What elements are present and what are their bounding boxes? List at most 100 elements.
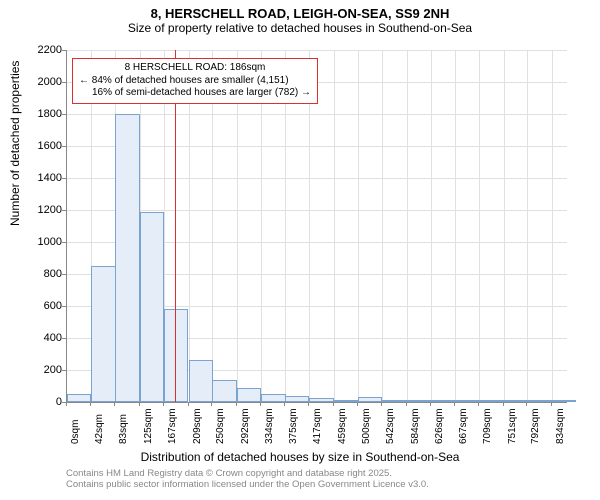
y-tick-mark xyxy=(62,178,66,179)
histogram-bar xyxy=(140,212,164,402)
footer-line-2: Contains public sector information licen… xyxy=(66,479,429,490)
x-tick-label: 709sqm xyxy=(482,408,493,444)
x-tick-label: 834sqm xyxy=(555,408,566,444)
x-axis-label: Distribution of detached houses by size … xyxy=(0,450,600,464)
x-tick-mark xyxy=(454,402,455,406)
y-tick-label: 1400 xyxy=(22,172,62,184)
histogram-bar xyxy=(527,400,551,402)
x-tick-label: 459sqm xyxy=(337,408,348,444)
y-tick-mark xyxy=(62,210,66,211)
annotation-line-2: ← 84% of detached houses are smaller (4,… xyxy=(79,75,311,88)
y-tick-mark xyxy=(62,114,66,115)
annotation-box: 8 HERSCHELL ROAD: 186sqm← 84% of detache… xyxy=(72,58,318,104)
x-tick-label: 375sqm xyxy=(288,408,299,444)
y-tick-mark xyxy=(62,50,66,51)
y-tick-label: 200 xyxy=(22,364,62,376)
x-tick-label: 209sqm xyxy=(192,408,203,444)
footer-attribution: Contains HM Land Registry data © Crown c… xyxy=(66,468,429,491)
gridline-vertical xyxy=(431,50,432,402)
y-tick-label: 1600 xyxy=(22,140,62,152)
x-tick-label: 500sqm xyxy=(361,408,372,444)
chart-title: 8, HERSCHELL ROAD, LEIGH-ON-SEA, SS9 2NH xyxy=(0,0,600,21)
x-tick-mark xyxy=(236,402,237,406)
y-tick-label: 2200 xyxy=(22,44,62,56)
histogram-bar xyxy=(334,400,358,402)
y-tick-mark xyxy=(62,82,66,83)
histogram-bar xyxy=(407,400,431,402)
y-tick-label: 1800 xyxy=(22,108,62,120)
x-tick-mark xyxy=(381,402,382,406)
histogram-bar xyxy=(552,400,576,402)
histogram-bar xyxy=(358,397,382,402)
x-tick-label: 334sqm xyxy=(264,408,275,444)
histogram-bar xyxy=(164,309,188,402)
x-tick-mark xyxy=(90,402,91,406)
gridline-vertical xyxy=(382,50,383,402)
gridline-horizontal xyxy=(67,114,567,115)
footer-line-1: Contains HM Land Registry data © Crown c… xyxy=(66,468,429,479)
x-tick-mark xyxy=(333,402,334,406)
y-tick-label: 800 xyxy=(22,268,62,280)
y-tick-mark xyxy=(62,306,66,307)
y-axis-label: Number of detached properties xyxy=(8,61,22,226)
x-tick-label: 751sqm xyxy=(507,408,518,444)
x-tick-mark xyxy=(430,402,431,406)
histogram-bar xyxy=(115,114,139,402)
histogram-bar xyxy=(261,394,285,402)
y-tick-label: 0 xyxy=(22,396,62,408)
x-tick-mark xyxy=(308,402,309,406)
y-tick-mark xyxy=(62,146,66,147)
y-tick-label: 600 xyxy=(22,300,62,312)
plot-area: 8 HERSCHELL ROAD: 186sqm← 84% of detache… xyxy=(66,50,567,403)
gridline-vertical xyxy=(479,50,480,402)
x-tick-mark xyxy=(526,402,527,406)
y-tick-mark xyxy=(62,370,66,371)
y-tick-label: 1200 xyxy=(22,204,62,216)
x-tick-mark xyxy=(551,402,552,406)
histogram-bar xyxy=(382,400,406,402)
gridline-horizontal xyxy=(67,50,567,51)
annotation-line-1: 8 HERSCHELL ROAD: 186sqm xyxy=(79,62,311,75)
histogram-bar xyxy=(479,400,503,402)
chart-container: 8, HERSCHELL ROAD, LEIGH-ON-SEA, SS9 2NH… xyxy=(0,0,600,500)
gridline-horizontal xyxy=(67,178,567,179)
x-tick-label: 626sqm xyxy=(434,408,445,444)
y-tick-mark xyxy=(62,274,66,275)
x-tick-label: 584sqm xyxy=(410,408,421,444)
x-tick-mark xyxy=(357,402,358,406)
y-tick-mark xyxy=(62,242,66,243)
histogram-bar xyxy=(237,388,261,402)
gridline-vertical xyxy=(407,50,408,402)
x-tick-label: 83sqm xyxy=(118,414,129,444)
x-tick-mark xyxy=(284,402,285,406)
gridline-vertical xyxy=(552,50,553,402)
annotation-line-3: 16% of semi-detached houses are larger (… xyxy=(79,87,311,100)
x-tick-label: 125sqm xyxy=(143,408,154,444)
x-tick-mark xyxy=(163,402,164,406)
gridline-vertical xyxy=(455,50,456,402)
gridline-vertical xyxy=(334,50,335,402)
histogram-bar xyxy=(91,266,115,402)
x-tick-label: 542sqm xyxy=(385,408,396,444)
histogram-bar xyxy=(504,400,528,402)
histogram-bar xyxy=(309,398,333,402)
gridline-vertical xyxy=(358,50,359,402)
x-tick-mark xyxy=(188,402,189,406)
x-tick-label: 667sqm xyxy=(458,408,469,444)
histogram-bar xyxy=(285,396,309,402)
x-tick-label: 292sqm xyxy=(240,408,251,444)
x-tick-mark xyxy=(66,402,67,406)
x-tick-label: 167sqm xyxy=(167,408,178,444)
y-tick-label: 1000 xyxy=(22,236,62,248)
y-tick-label: 400 xyxy=(22,332,62,344)
gridline-vertical xyxy=(504,50,505,402)
x-tick-label: 792sqm xyxy=(530,408,541,444)
y-tick-label: 2000 xyxy=(22,76,62,88)
x-tick-mark xyxy=(139,402,140,406)
y-tick-mark xyxy=(62,338,66,339)
x-tick-label: 42sqm xyxy=(94,414,105,444)
gridline-horizontal xyxy=(67,146,567,147)
gridline-vertical xyxy=(527,50,528,402)
x-tick-label: 250sqm xyxy=(215,408,226,444)
histogram-bar xyxy=(455,400,479,402)
